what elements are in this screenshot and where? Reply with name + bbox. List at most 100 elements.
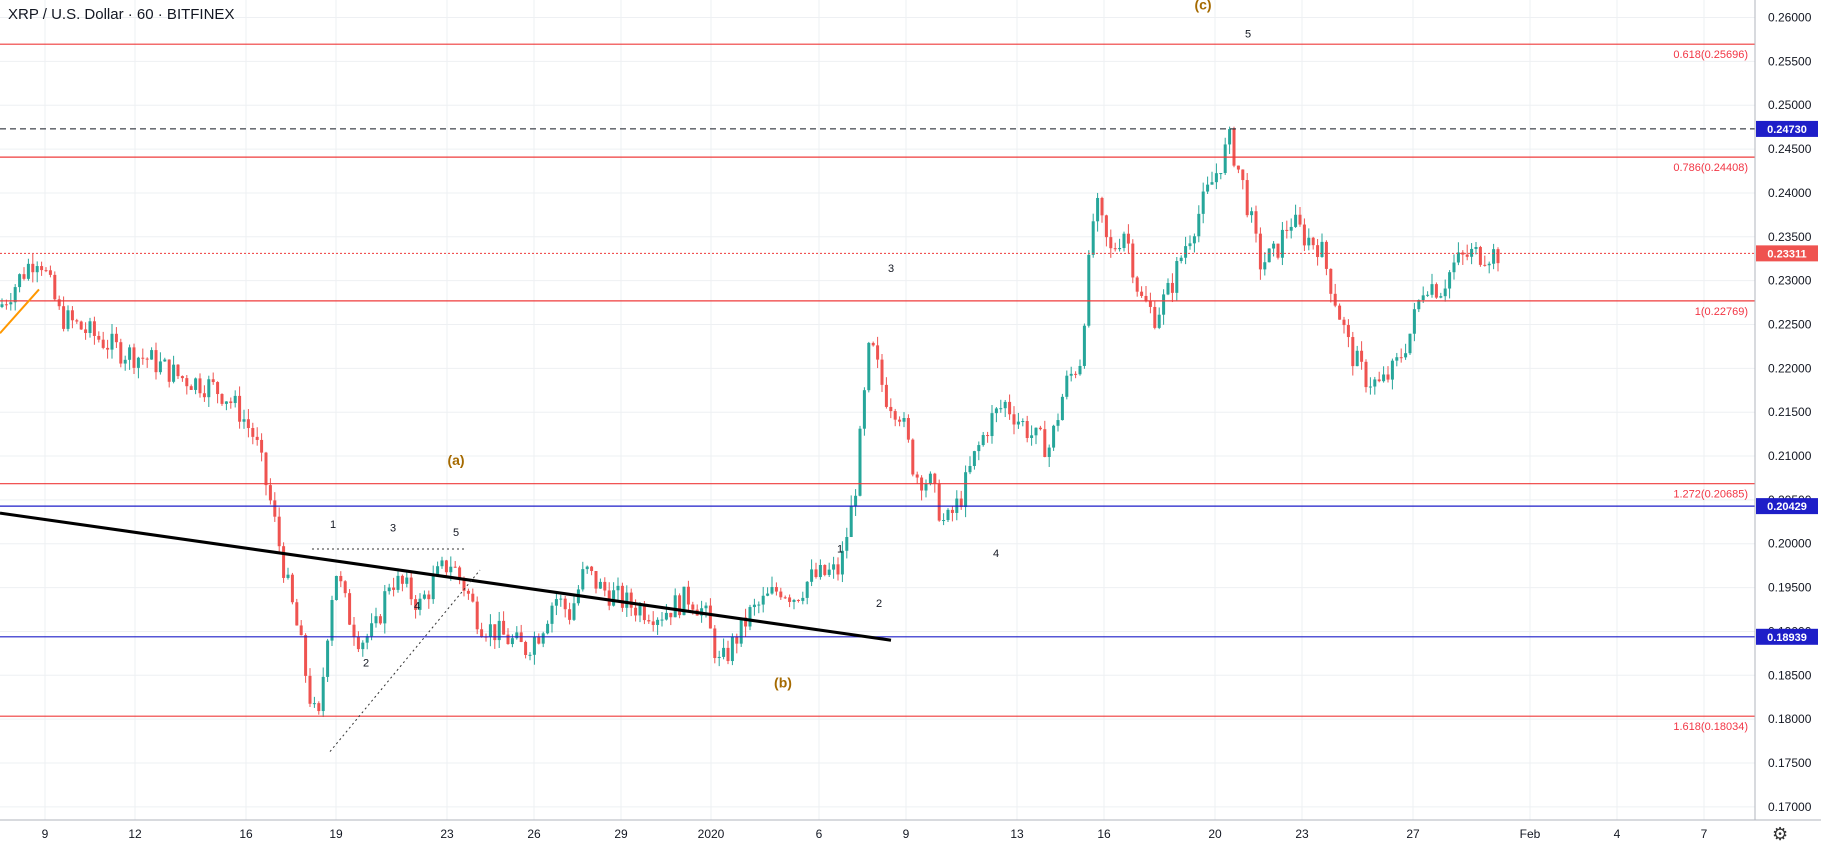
candle-body: [823, 564, 827, 575]
candle-body: [79, 321, 83, 330]
candle-body: [651, 621, 655, 625]
candle-body: [1452, 262, 1456, 273]
candle-body: [744, 617, 748, 627]
candle-body: [752, 604, 756, 608]
x-tick-label: 23: [1295, 827, 1309, 841]
price-axis-badge: [1756, 120, 1818, 137]
candle-body: [986, 435, 990, 437]
wave-label-minor: 4: [414, 601, 420, 613]
candle-body: [35, 266, 39, 273]
x-tick-label: Feb: [1520, 827, 1541, 841]
wave-label-major: (a): [447, 452, 464, 468]
candle-body: [915, 474, 919, 478]
candle-body: [620, 585, 624, 608]
candle-body: [189, 386, 193, 390]
candle-body: [44, 270, 48, 272]
candle-body: [453, 566, 457, 568]
candle-body: [612, 590, 616, 606]
candle-body: [950, 509, 954, 513]
candle-body: [1483, 264, 1487, 266]
candle-body: [92, 321, 96, 336]
candle-body: [180, 376, 184, 379]
candle-body: [233, 395, 237, 404]
candle-body: [1052, 425, 1056, 448]
candle-body: [598, 581, 602, 589]
candle-body: [774, 587, 778, 592]
candle-body: [1184, 246, 1188, 258]
chart-title: XRP / U.S. Dollar · 60 · BITFINEX: [8, 6, 235, 23]
candle-body: [1285, 229, 1289, 231]
y-tick-label: 0.25000: [1768, 98, 1812, 112]
candle-body: [251, 428, 255, 437]
candle-body: [1131, 243, 1135, 278]
candle-body: [862, 390, 866, 429]
candle-body: [308, 675, 312, 704]
x-tick-label: 20: [1208, 827, 1222, 841]
y-tick-label: 0.22500: [1768, 317, 1812, 331]
candle-body: [154, 350, 158, 373]
candle-body: [946, 509, 950, 521]
candle-body: [114, 333, 118, 343]
candle-body: [110, 333, 114, 350]
candle-body: [942, 520, 946, 522]
candle-body: [1087, 254, 1091, 326]
candle-body: [805, 581, 809, 598]
candle-body: [845, 536, 849, 551]
wave-label-minor: 2: [363, 658, 369, 670]
candle-body: [1043, 429, 1047, 457]
candle-body: [427, 594, 431, 600]
x-tick-label: 27: [1406, 827, 1420, 841]
price-axis-badge: [1756, 245, 1818, 262]
candle-body: [475, 601, 479, 630]
price-axis-badge-text: 0.20429: [1767, 501, 1807, 513]
candle-body: [928, 473, 932, 484]
candle-body: [172, 364, 176, 382]
candle-body: [1272, 243, 1276, 249]
candle-body: [669, 612, 673, 618]
price-axis[interactable]: 0.170000.175000.180000.185000.190000.195…: [1768, 11, 1812, 814]
wave-label-minor: 2: [876, 598, 882, 610]
candle-body: [392, 587, 396, 590]
candle-body: [1188, 243, 1192, 247]
candle-body: [211, 379, 215, 383]
candle-body: [761, 595, 765, 605]
candle-body: [968, 466, 972, 473]
candle-body: [827, 569, 831, 575]
candle-body: [405, 577, 409, 584]
candle-body: [1232, 129, 1236, 166]
candle-body: [9, 302, 13, 305]
candle-body: [1351, 337, 1355, 367]
candle-body: [972, 451, 976, 467]
wave-label-minor: 3: [888, 263, 894, 275]
candle-body: [603, 581, 607, 591]
candle-body: [1122, 233, 1126, 248]
candle-body: [207, 379, 211, 398]
candle-body: [1236, 165, 1240, 170]
gear-icon[interactable]: ⚙: [1772, 824, 1789, 844]
candle-body: [431, 575, 435, 600]
candle-body: [594, 571, 598, 589]
candle-body: [783, 597, 787, 599]
candle-body: [1342, 319, 1346, 326]
candle-body: [1399, 357, 1403, 359]
candle-body: [1373, 379, 1377, 387]
x-tick-label: 16: [1097, 827, 1111, 841]
candle-body: [889, 406, 893, 412]
candle-body: [396, 575, 400, 590]
wave-label-major: (c): [1194, 0, 1211, 13]
candle-body: [554, 599, 558, 606]
time-axis[interactable]: 9 12 16 19 23 26 29 2020 6 9 13 16 20 23 27 Feb 4 7: [42, 827, 1708, 841]
candle-body: [559, 598, 563, 600]
x-tick-label: 9: [903, 827, 910, 841]
candle-body: [1148, 301, 1152, 307]
candle-body: [629, 592, 633, 608]
candle-body: [97, 335, 101, 340]
x-tick-label: 7: [1701, 827, 1708, 841]
candle-body: [70, 310, 74, 321]
candle-body: [1210, 182, 1214, 185]
y-tick-label: 0.25500: [1768, 54, 1812, 68]
candle-body: [1421, 295, 1425, 301]
y-tick-label: 0.21500: [1768, 405, 1812, 419]
candle-body: [959, 498, 963, 507]
